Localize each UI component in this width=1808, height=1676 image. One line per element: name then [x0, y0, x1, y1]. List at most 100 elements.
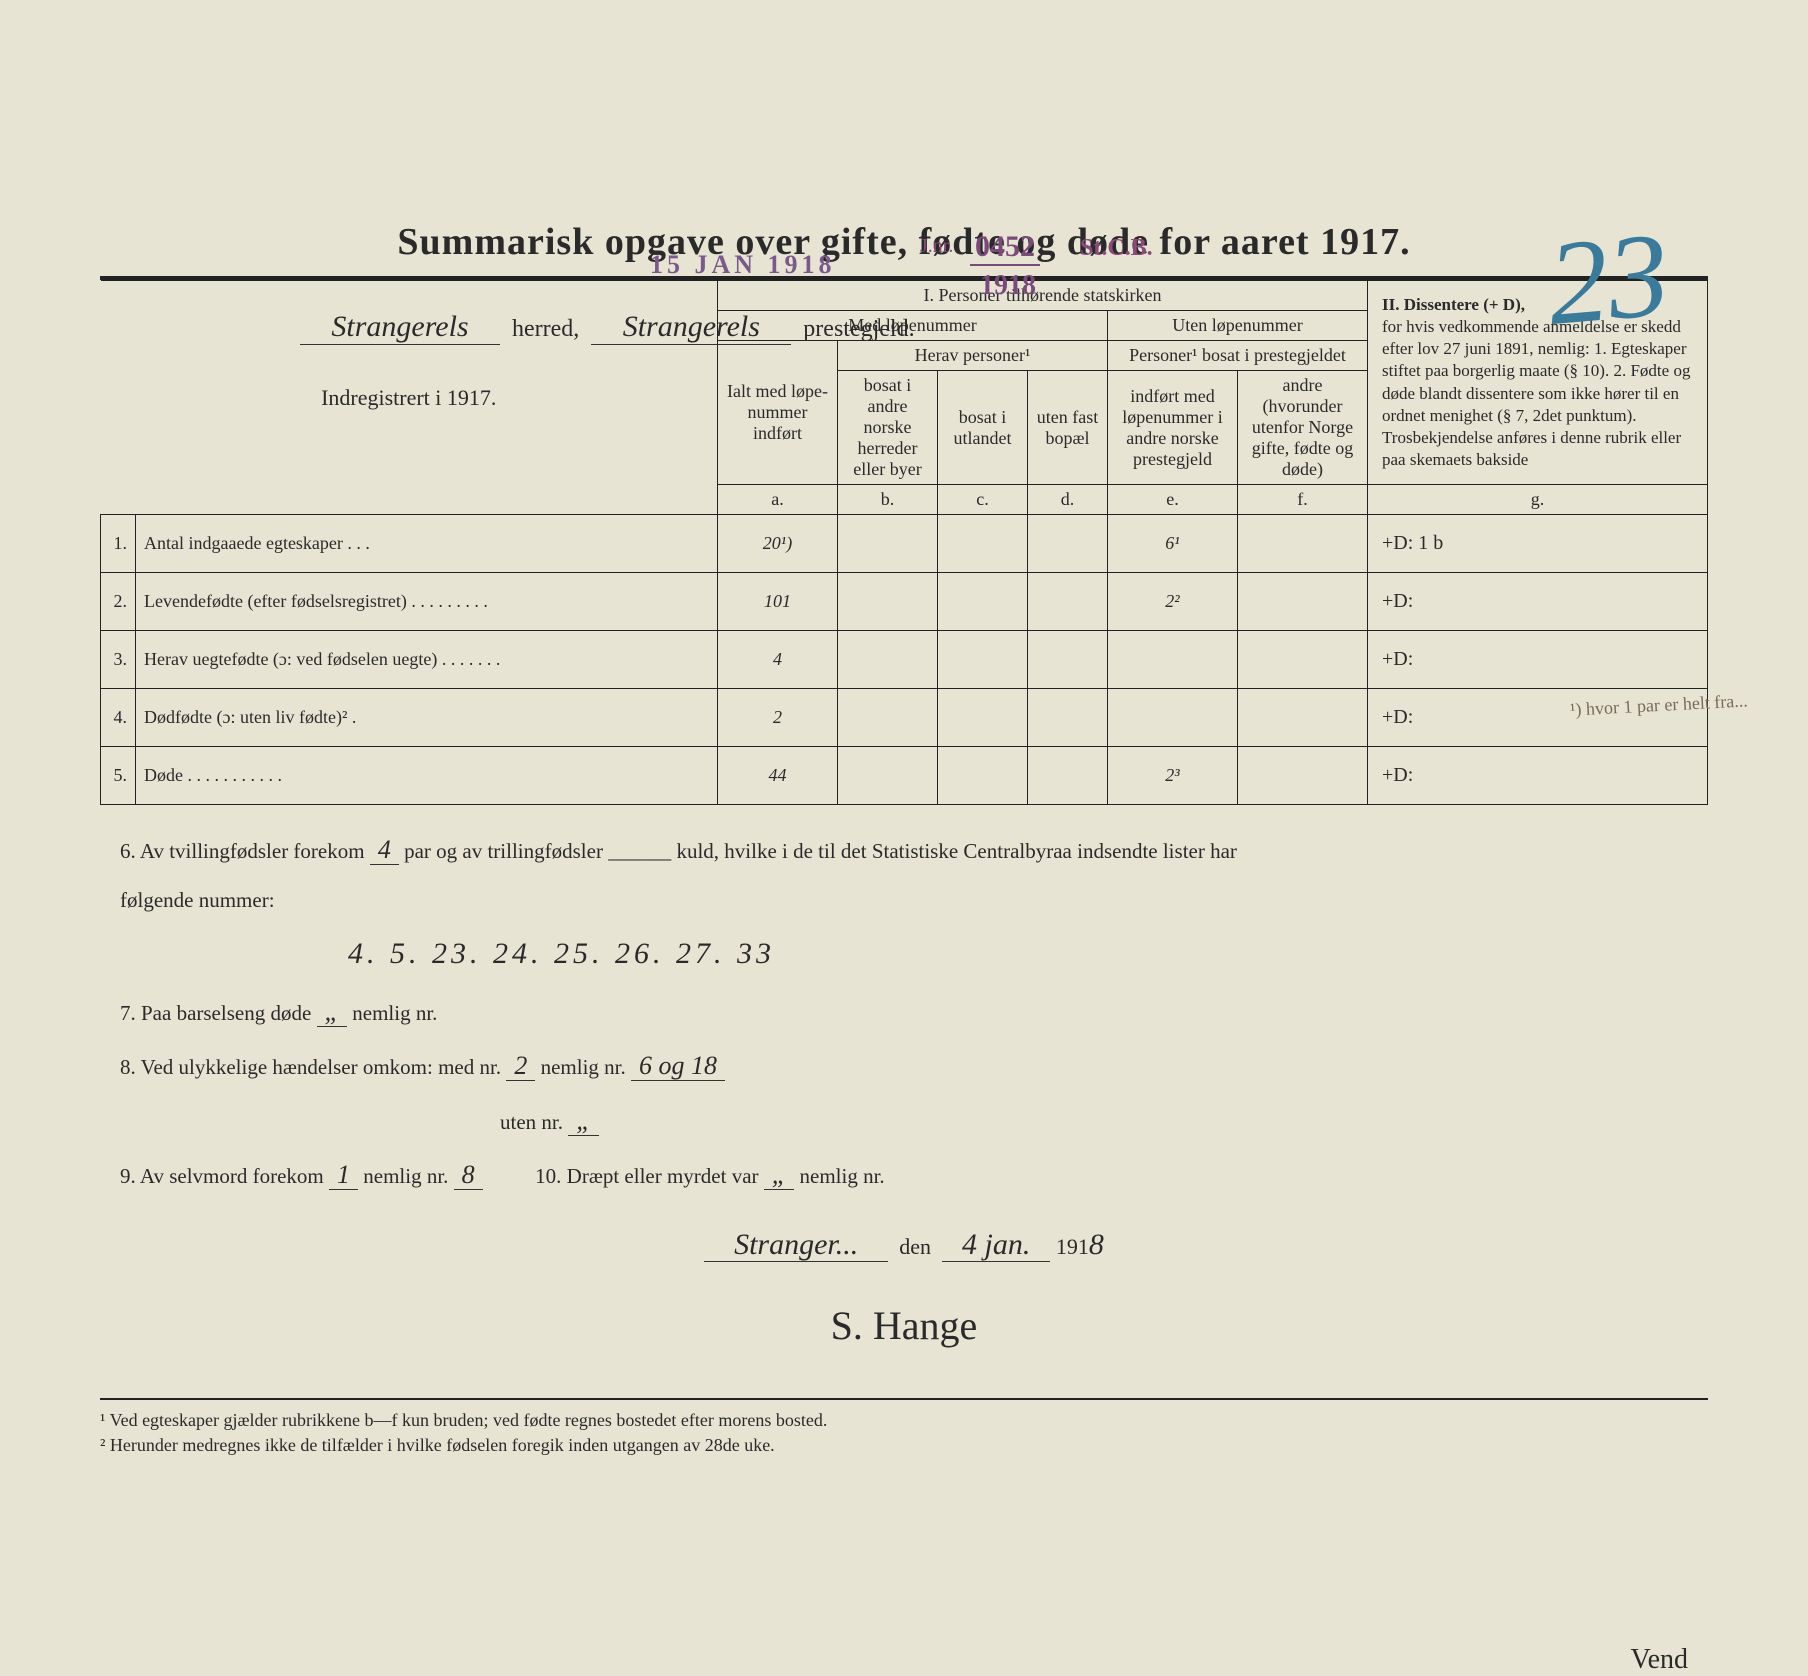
note6b: par og av trillingfødsler ______ kuld, h… — [404, 839, 1237, 863]
cell-f — [1238, 515, 1368, 573]
row-label: Dødfødte (ɔ: uten liv fødte)² . — [136, 689, 718, 747]
row-num: 1. — [101, 515, 136, 573]
document-page: 15 JAN 1918 J.nr. 0452 St.C.B. 1918 23 S… — [100, 220, 1708, 1656]
note7a: 7. Paa barselseng døde — [120, 1001, 311, 1025]
table-row: 4.Dødfødte (ɔ: uten liv fødte)² .2+D: — [101, 689, 1708, 747]
form-title: Summarisk opgave over gifte, fødte og dø… — [100, 220, 1708, 264]
note-7: 7. Paa barselseng døde „ nemlig nr. — [120, 985, 1688, 1040]
letter-e: e. — [1108, 485, 1238, 515]
stamp-receipt-date: 15 JAN 1918 — [650, 250, 836, 280]
herav-hdr: Herav personer¹ — [838, 341, 1108, 371]
note-6-numbers-line: 4. 5. 23. 24. 25. 26. 27. 33 — [120, 922, 1688, 985]
cell-f — [1238, 573, 1368, 631]
date-line: Stranger... den 4 jan. 1918 — [120, 1213, 1688, 1276]
footnote-2: ² Herunder medregnes ikke de tilfælder i… — [100, 1433, 1708, 1458]
note9-nr: 8 — [454, 1160, 483, 1190]
date-den: den — [899, 1234, 931, 1259]
table-row: 2.Levendefødte (efter fødselsregistret) … — [101, 573, 1708, 631]
date-year-prefix: 191 — [1056, 1234, 1089, 1259]
cell-b — [838, 747, 938, 805]
cell-e — [1108, 689, 1238, 747]
note8a: 8. Ved ulykkelige hændelser omkom: med n… — [120, 1055, 501, 1079]
table-row: 3.Herav uegtefødte (ɔ: ved fødselen uegt… — [101, 631, 1708, 689]
note-8-uten: uten nr. „ — [120, 1094, 1688, 1149]
row-num: 3. — [101, 631, 136, 689]
row-label: Levendefødte (efter fødselsregistret) . … — [136, 573, 718, 631]
cell-f — [1238, 689, 1368, 747]
note10b: nemlig nr. — [800, 1164, 885, 1188]
note9b: nemlig nr. — [363, 1164, 448, 1188]
note-6: 6. Av tvillingfødsler forekom 4 par og a… — [120, 823, 1688, 878]
cell-a: 44 — [718, 747, 838, 805]
cell-d — [1028, 689, 1108, 747]
cell-a: 101 — [718, 573, 838, 631]
sig-place: Stranger... — [704, 1228, 888, 1262]
row-num: 2. — [101, 573, 136, 631]
col-a-hdr: Ialt med løpe-nummer indført — [718, 341, 838, 485]
cell-b — [838, 631, 938, 689]
date-year-suffix: 8 — [1089, 1228, 1104, 1261]
cell-c — [938, 631, 1028, 689]
cell-b — [838, 573, 938, 631]
row-label: Døde . . . . . . . . . . . — [136, 747, 718, 805]
letter-g: g. — [1368, 485, 1708, 515]
stamp-ref-number: 0452 — [970, 230, 1040, 266]
note8b: nemlig nr. — [541, 1055, 626, 1079]
vend-note: Vend — [1630, 1644, 1688, 1676]
prestegjeld-value: Strangerels — [591, 310, 791, 345]
row-label: Herav uegtefødte (ɔ: ved fødselen uegte)… — [136, 631, 718, 689]
stamp-office: St.C.B. — [1080, 235, 1153, 262]
personer-bosat-hdr: Personer¹ bosat i prestegjeldet — [1108, 341, 1368, 371]
cell-g: +D: — [1368, 573, 1708, 631]
cell-a: 2 — [718, 689, 838, 747]
note9a: 9. Av selvmord forekom — [120, 1164, 324, 1188]
cell-f — [1238, 631, 1368, 689]
row-num: 4. — [101, 689, 136, 747]
cell-g: +D: — [1368, 747, 1708, 805]
date-day: 4 jan. — [942, 1228, 1050, 1262]
footnotes: ¹ Ved egteskaper gjælder rubrikkene b—f … — [100, 1398, 1708, 1458]
cell-b — [838, 515, 938, 573]
note-9-10: 9. Av selvmord forekom 1 nemlig nr. 8 10… — [120, 1148, 1688, 1203]
page-number: 23 — [1542, 205, 1674, 353]
cell-f — [1238, 747, 1368, 805]
footnote-1: ¹ Ved egteskaper gjælder rubrikkene b—f … — [100, 1408, 1708, 1433]
letter-d: d. — [1028, 485, 1108, 515]
note10-val: „ — [764, 1160, 794, 1190]
stamp-year: 1918 — [980, 270, 1036, 302]
note-8: 8. Ved ulykkelige hændelser omkom: med n… — [120, 1039, 1688, 1094]
cell-d — [1028, 747, 1108, 805]
prestegjeld-label: prestegjeld. — [803, 316, 914, 342]
note8-uten-val: „ — [568, 1106, 598, 1136]
note8-nemlig: 6 og 18 — [631, 1051, 725, 1081]
note7-val: „ — [317, 997, 347, 1027]
col-f-hdr: andre (hvorunder utenfor Norge gifte, fø… — [1238, 371, 1368, 485]
table-row: 5.Døde . . . . . . . . . . .44 2³ +D: — [101, 747, 1708, 805]
cell-d — [1028, 515, 1108, 573]
cell-b — [838, 689, 938, 747]
col-b-hdr: bosat i andre norske herreder eller byer — [838, 371, 938, 485]
note9-val: 1 — [329, 1160, 358, 1190]
note6c-label: følgende nummer: — [120, 888, 275, 912]
note6a: 6. Av tvillingfødsler forekom — [120, 839, 365, 863]
notes-section: 6. Av tvillingfødsler forekom 4 par og a… — [100, 823, 1708, 1368]
cell-e — [1108, 631, 1238, 689]
herred-label: herred, — [512, 316, 579, 342]
herred-value: Strangerels — [300, 310, 500, 345]
letter-c: c. — [938, 485, 1028, 515]
signature: S. Hange — [120, 1284, 1688, 1368]
section2-title: II. Dissentere (+ D), — [1382, 295, 1525, 314]
letter-b: b. — [838, 485, 938, 515]
stamp-j-label: J.nr. — [920, 235, 953, 258]
cell-d — [1028, 573, 1108, 631]
cell-c — [938, 747, 1028, 805]
cell-a: 4 — [718, 631, 838, 689]
cell-c — [938, 689, 1028, 747]
table-row: 1.Antal indgaaede egteskaper . . .20¹)6¹… — [101, 515, 1708, 573]
cell-e: 2³ — [1108, 747, 1238, 805]
row-label: Antal indgaaede egteskaper . . . — [136, 515, 718, 573]
cell-g: +D: 1 b — [1368, 515, 1708, 573]
letter-a: a. — [718, 485, 838, 515]
note7b: nemlig nr. — [352, 1001, 437, 1025]
row-num: 5. — [101, 747, 136, 805]
